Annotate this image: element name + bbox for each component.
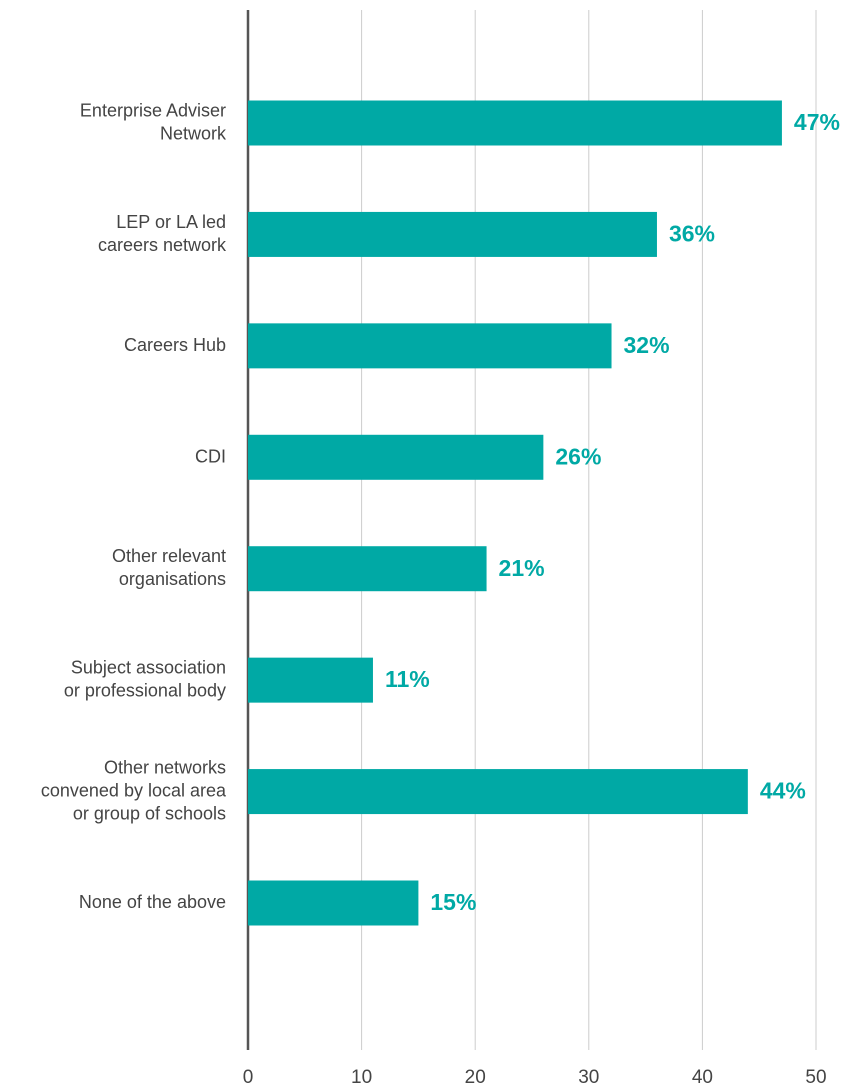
category-label: Subject association or professional body bbox=[64, 657, 226, 700]
bar bbox=[248, 546, 487, 592]
category-label: Enterprise Adviser Network bbox=[80, 100, 227, 143]
bar bbox=[248, 100, 782, 146]
x-tick-label: 50 bbox=[805, 1067, 826, 1088]
x-tick-label: 10 bbox=[351, 1067, 372, 1088]
category-label: Other relevant organisations bbox=[112, 546, 226, 589]
x-tick-label: 30 bbox=[578, 1067, 599, 1088]
value-label: 44% bbox=[760, 778, 806, 804]
value-label: 47% bbox=[794, 109, 840, 135]
bar bbox=[248, 434, 544, 480]
category-label: None of the above bbox=[79, 892, 226, 912]
bar bbox=[248, 880, 419, 926]
value-label: 36% bbox=[669, 221, 715, 247]
value-label: 15% bbox=[430, 889, 476, 915]
value-label: 32% bbox=[624, 332, 670, 358]
value-label: 11% bbox=[385, 666, 430, 692]
x-tick-label: 40 bbox=[692, 1067, 713, 1088]
bar bbox=[248, 657, 373, 703]
bar bbox=[248, 323, 612, 369]
value-label: 26% bbox=[555, 443, 601, 469]
value-label: 21% bbox=[499, 555, 545, 581]
category-label: Other networks convened by local area or g… bbox=[41, 757, 227, 823]
bar bbox=[248, 769, 748, 815]
bar bbox=[248, 211, 657, 257]
x-tick-label: 0 bbox=[243, 1067, 254, 1088]
category-label: LEP or LA led careers network bbox=[98, 212, 227, 255]
x-tick-label: 20 bbox=[465, 1067, 486, 1088]
category-label: CDI bbox=[195, 446, 226, 466]
category-label: Careers Hub bbox=[124, 335, 226, 355]
